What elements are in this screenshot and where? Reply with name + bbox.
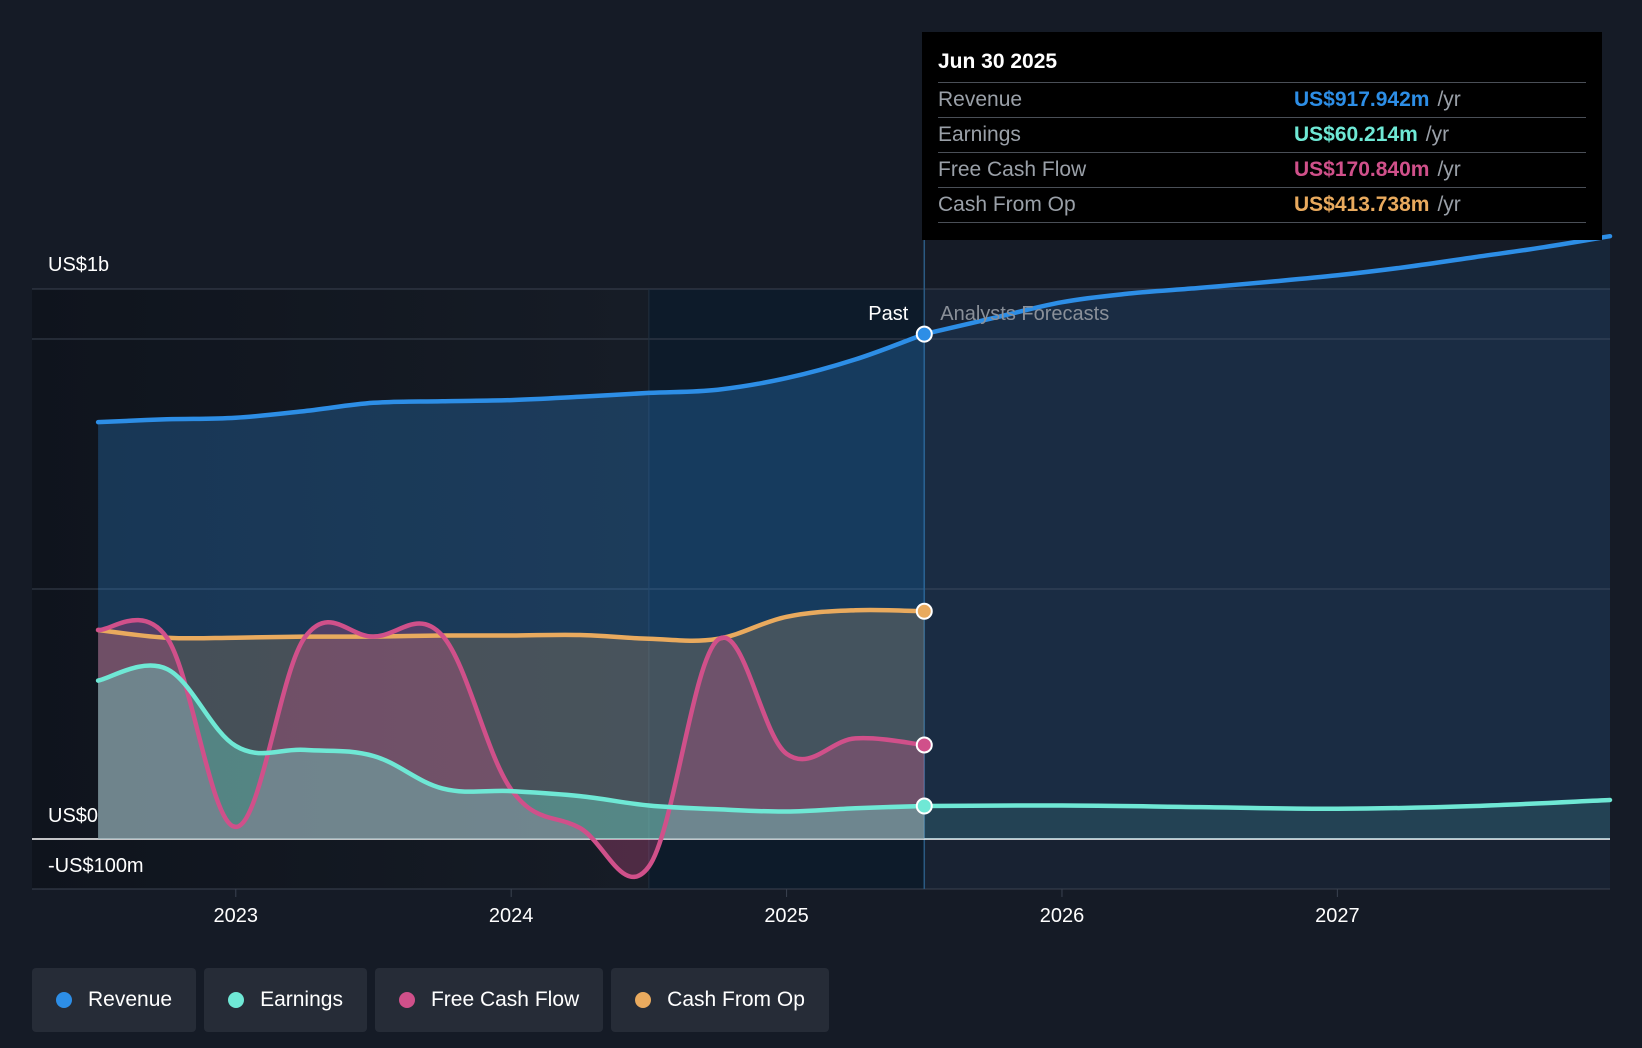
legend-dot-icon [56, 992, 72, 1008]
legend-dot-icon [228, 992, 245, 1008]
x-tick-label-2027: 2027 [1315, 905, 1360, 927]
tooltip-unit-earnings: /yr [1425, 123, 1450, 146]
area-revenue [98, 334, 925, 839]
y-axis-label-zero: US$0 [48, 805, 98, 827]
tooltip-unit-free-cash-flow: /yr [1437, 158, 1461, 181]
area-earnings [98, 665, 925, 839]
x-tick-label-2026: 2026 [1040, 905, 1085, 927]
y-axis-label-top: US$1b [48, 254, 109, 276]
area-forecast-earnings [924, 800, 1610, 839]
area-free-cash-flow [98, 620, 925, 877]
tooltip-name-free-cash-flow: Free Cash Flow [938, 158, 1087, 181]
legend-label-earnings: Earnings [260, 988, 343, 1011]
y-axis-label-bottom: -US$100m [48, 855, 144, 877]
line-earnings [95, 663, 927, 814]
tooltip-row-revenue: Revenue US$917.942m/yr [938, 82, 1586, 117]
tooltip-row-free-cash-flow: Free Cash Flow US$170.840m/yr [938, 152, 1586, 187]
axis-labels: US$1b US$0 -US$100m Past Analysts Foreca… [48, 254, 1109, 877]
x-tick-label-2025: 2025 [764, 905, 809, 927]
marker-revenue [915, 325, 933, 343]
series-markers [915, 325, 933, 815]
legend-item-revenue[interactable]: Revenue [32, 968, 197, 1032]
x-axis-ticks: 2023 2024 2025 2026 2027 [214, 889, 1360, 927]
legend-label-cash-from-op: Cash From Op [667, 988, 805, 1011]
legend-item-free-cash-flow[interactable]: Free Cash Flow [374, 968, 604, 1032]
line-forecast-earnings [922, 797, 1613, 812]
tooltip-name-revenue: Revenue [938, 88, 1023, 111]
line-cash-from-op [95, 607, 927, 643]
tooltip-date: Jun 30 2025 [938, 50, 1058, 73]
line-revenue [95, 331, 927, 425]
tooltip-name-earnings: Earnings [938, 123, 1021, 146]
marker-earnings [915, 797, 933, 815]
line-free-cash-flow [95, 617, 927, 879]
tooltip-row-earnings: Earnings US$60.214m/yr [938, 117, 1586, 152]
area-cash-from-op [98, 609, 925, 839]
tooltip-value-revenue: US$917.942m [1294, 88, 1430, 111]
tooltip-value-earnings: US$60.214m [1294, 123, 1418, 146]
chart-canvas: US$1b US$0 -US$100m Past Analysts Foreca… [32, 233, 1613, 927]
legend-dot-icon [635, 992, 652, 1008]
data-tooltip: Jun 30 2025 Revenue US$917.942m/yr Earning… [922, 32, 1602, 240]
legend-dot-icon [398, 992, 415, 1008]
tooltip-unit-cash-from-op: /yr [1437, 193, 1461, 216]
area-forecast-revenue [924, 236, 1610, 839]
marker-cash-from-op [915, 602, 933, 620]
x-tick-label-2023: 2023 [214, 905, 259, 927]
tooltip-name-cash-from-op: Cash From Op [938, 193, 1076, 216]
legend-label-free-cash-flow: Free Cash Flow [430, 988, 580, 1011]
legend-label-revenue: Revenue [88, 988, 173, 1011]
forecast-region-label: Analysts Forecasts [940, 303, 1109, 325]
legend-item-earnings[interactable]: Earnings [204, 968, 367, 1032]
past-region-label: Past [868, 303, 908, 325]
series-lines [95, 233, 1613, 879]
tooltip-rows: Revenue US$917.942m/yr Earnings US$60.214m /… [938, 82, 1586, 223]
legend-item-cash-from-op[interactable]: Cash From Op [611, 968, 829, 1032]
tooltip-value-cash-from-op: US$413.738m [1294, 193, 1430, 216]
series-areas [98, 236, 1610, 877]
gridlines [32, 240, 1610, 890]
line-forecast-revenue [922, 233, 1613, 337]
x-tick-label-2024: 2024 [489, 905, 534, 927]
tooltip-value-free-cash-flow: US$170.840m [1294, 158, 1430, 181]
tooltip-row-cash-from-op: Cash From Op US$413.738m/yr [938, 187, 1586, 223]
legend: Revenue Earnings Free Cash Flow Cash From O… [32, 968, 829, 1032]
marker-free-cash-flow [915, 736, 933, 754]
tooltip-unit-revenue: /yr [1437, 88, 1461, 111]
